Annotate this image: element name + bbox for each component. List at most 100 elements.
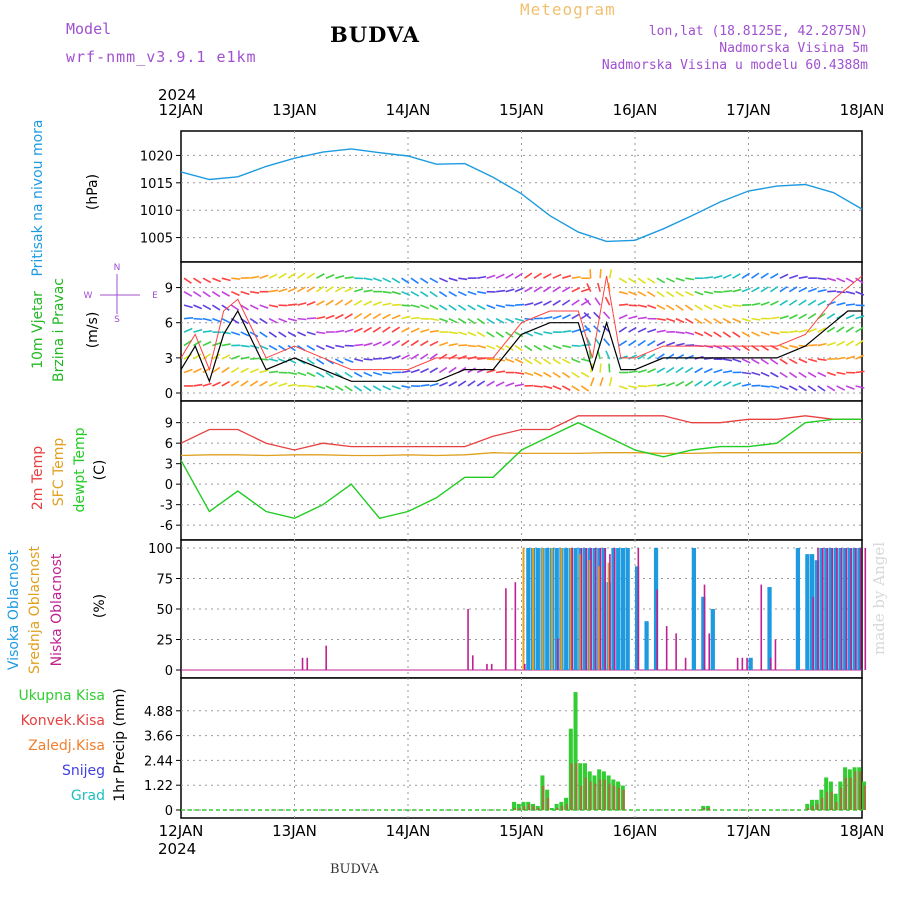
wind-arrow	[278, 288, 288, 293]
cloud-low-bar	[656, 589, 659, 670]
cloud-low-bar	[524, 663, 526, 670]
cloud-high-bar	[526, 548, 531, 670]
cloud-high-bar	[616, 548, 621, 670]
wind-arrow	[297, 272, 306, 279]
label-cloud-high: Visoka Oblacnost	[6, 549, 22, 670]
wind-arrow	[817, 288, 827, 293]
wind-arrow	[410, 368, 420, 374]
cloud-low-bar	[580, 548, 583, 670]
wind-arrow	[798, 328, 808, 333]
wind-arrow	[666, 317, 676, 323]
cloud-low-bar	[609, 554, 611, 670]
cloud-high-bar	[748, 657, 753, 670]
wind-arrow	[496, 289, 506, 293]
cloud-high-bar	[833, 548, 838, 670]
cloud-high-bar	[809, 554, 815, 670]
meteogram-label: Meteogram	[520, 0, 616, 19]
cloud-low-bar	[306, 657, 309, 670]
wind-arrow	[297, 371, 307, 377]
precip-total-bar	[809, 799, 814, 810]
precip-convective-bar	[527, 803, 531, 810]
wind-arrow	[259, 369, 269, 374]
wind-arrow	[334, 358, 344, 364]
wind-arrow	[675, 277, 685, 282]
cloud-high-bar	[691, 548, 697, 670]
precip-convective-bar	[556, 807, 559, 810]
wind-arrow	[429, 367, 439, 374]
cloud-mid-bar	[588, 560, 591, 670]
wind-arrow	[599, 269, 602, 279]
wind-arrow	[584, 297, 592, 306]
wind-arrow	[221, 354, 231, 360]
precip-total-bar	[512, 801, 517, 810]
wind-arrow	[552, 358, 561, 365]
wind-arrow	[741, 331, 751, 338]
wind-arrow	[741, 287, 751, 293]
wind-arrow	[580, 385, 590, 392]
cloud-high-bar	[644, 621, 649, 670]
wind-arrow	[656, 340, 666, 347]
wind-arrow	[647, 277, 656, 284]
legend-precip-3: Snijeg	[62, 763, 105, 779]
wind-arrow	[543, 344, 552, 351]
wind-arrow	[533, 385, 543, 388]
x-tick-label-bottom: 16JAN	[613, 822, 658, 840]
wind-arrow	[675, 290, 684, 298]
wind-arrow	[457, 290, 467, 297]
wind-arrow	[836, 290, 846, 294]
wind-arrow	[836, 385, 845, 391]
wind-arrow	[240, 331, 250, 337]
wind-arrow	[438, 304, 448, 311]
wind-arrow	[316, 371, 325, 378]
model-label: Model	[66, 20, 112, 38]
x-tick-label-top: 18JAN	[840, 101, 885, 119]
wind-arrow	[486, 331, 495, 338]
precip-convective-bar	[840, 787, 843, 810]
wind-arrow	[297, 302, 307, 306]
wind-arrow	[335, 275, 345, 279]
wind-arrow	[429, 317, 439, 322]
wind-arrow	[552, 299, 561, 306]
wind-arrow	[628, 290, 638, 296]
cloud-high-bar	[625, 548, 630, 670]
wind-arrow	[628, 385, 638, 389]
cloud-low-bar	[812, 596, 815, 670]
wind-arrow	[855, 354, 865, 360]
wind-arrow	[656, 291, 665, 298]
wind-arrow	[420, 277, 429, 284]
wind-arrow	[287, 383, 298, 387]
cloud-high-bar	[653, 548, 659, 670]
compass-west: W	[84, 291, 93, 301]
wind-arrow	[685, 277, 695, 281]
wind-arrow	[438, 366, 448, 374]
wind-arrow	[722, 317, 732, 324]
precip-convective-bar	[518, 807, 521, 810]
wind-arrow	[202, 304, 212, 311]
wind-arrow	[732, 382, 742, 387]
precip-convective-bar	[598, 779, 602, 810]
wind-arrow	[827, 290, 837, 293]
wind-arrow	[665, 291, 675, 298]
y-tick-label: 9	[165, 417, 173, 432]
x-tick-label-top: 15JAN	[499, 101, 544, 119]
cloud-low-bar	[486, 663, 488, 670]
panel-frame-precipitation	[180, 677, 863, 819]
cloud-high-bar	[573, 548, 578, 670]
wind-arrow	[514, 331, 524, 338]
wind-arrow	[467, 380, 476, 387]
wind-arrow	[306, 371, 316, 378]
wind-arrow	[382, 313, 391, 320]
wind-arrow	[401, 304, 411, 307]
wind-arrow	[193, 383, 203, 387]
wind-arrow	[240, 367, 250, 374]
station-title: BUDVA	[330, 22, 420, 47]
wind-arrow	[665, 366, 675, 374]
wind-arrow	[647, 290, 656, 298]
wind-arrow	[325, 314, 335, 320]
wind-arrow	[552, 344, 562, 350]
wind-arrow	[760, 358, 769, 365]
wind-arrow	[344, 328, 354, 333]
wind-arrow	[429, 277, 439, 284]
wind-arrow	[826, 277, 837, 282]
wind-arrow	[817, 277, 827, 281]
